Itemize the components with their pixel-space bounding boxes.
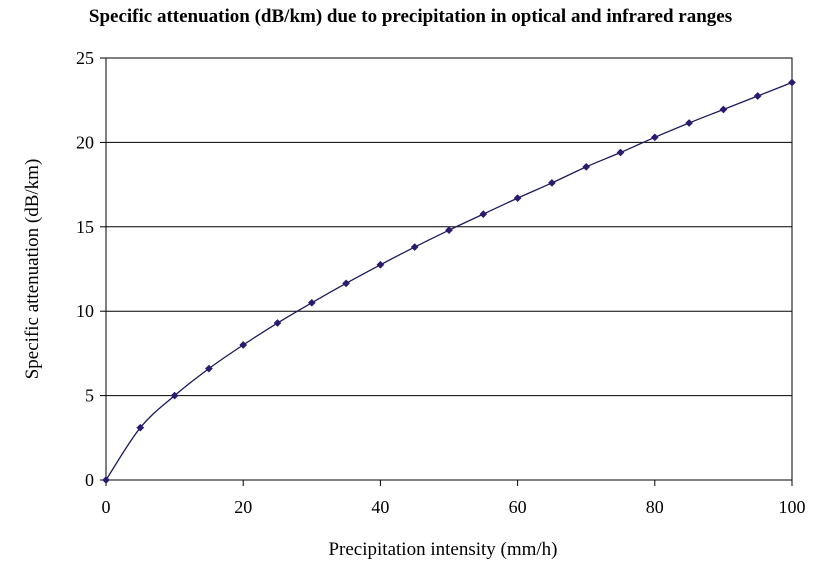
y-tick-label: 5 bbox=[85, 386, 94, 406]
data-point-marker bbox=[376, 260, 385, 269]
data-point-marker bbox=[204, 364, 213, 373]
gridlines bbox=[106, 141, 792, 397]
data-point-marker bbox=[273, 319, 282, 327]
y-tick-label: 15 bbox=[76, 217, 94, 237]
x-tick-label: 20 bbox=[234, 497, 252, 517]
y-tick-label: 20 bbox=[76, 132, 94, 152]
x-tick-label: 60 bbox=[509, 497, 527, 517]
data-point-marker bbox=[547, 178, 556, 187]
chart-title: Specific attenuation (dB/km) due to prec… bbox=[88, 6, 733, 27]
y-tick-label: 25 bbox=[76, 48, 94, 68]
y-tick-label: 0 bbox=[85, 470, 94, 490]
data-point-marker bbox=[582, 162, 591, 171]
y-tick-label: 10 bbox=[76, 301, 94, 321]
y-axis-ticks: 0 5 10 15 20 25 bbox=[76, 48, 106, 490]
data-point-marker bbox=[513, 194, 522, 203]
x-tick-label: 40 bbox=[371, 497, 389, 517]
data-point-marker bbox=[445, 226, 453, 235]
data-point-marker bbox=[136, 423, 145, 432]
data-point-marker bbox=[479, 210, 488, 219]
x-axis-ticks: 0 20 40 60 80 100 bbox=[102, 480, 806, 517]
data-point-marker bbox=[170, 391, 179, 400]
data-point-marker bbox=[685, 119, 694, 127]
data-point-marker bbox=[616, 148, 625, 157]
x-tick-label: 80 bbox=[646, 497, 664, 517]
x-tick-label: 100 bbox=[779, 497, 806, 517]
data-point-marker bbox=[650, 133, 659, 142]
data-point-marker bbox=[307, 298, 316, 307]
data-point-marker bbox=[102, 476, 110, 484]
data-point-marker bbox=[410, 243, 419, 252]
y-axis-title: Specific attenuation (dB/km) bbox=[22, 159, 43, 380]
data-point-marker bbox=[719, 105, 728, 114]
data-point-marker bbox=[342, 279, 351, 288]
data-point-marker bbox=[239, 341, 248, 349]
x-tick-label: 0 bbox=[102, 497, 111, 517]
series-markers bbox=[102, 78, 796, 484]
data-point-marker bbox=[788, 78, 796, 87]
plot-area-frame bbox=[105, 57, 793, 481]
data-point-marker bbox=[753, 92, 762, 100]
x-axis-title: Precipitation intensity (mm/h) bbox=[328, 539, 557, 560]
